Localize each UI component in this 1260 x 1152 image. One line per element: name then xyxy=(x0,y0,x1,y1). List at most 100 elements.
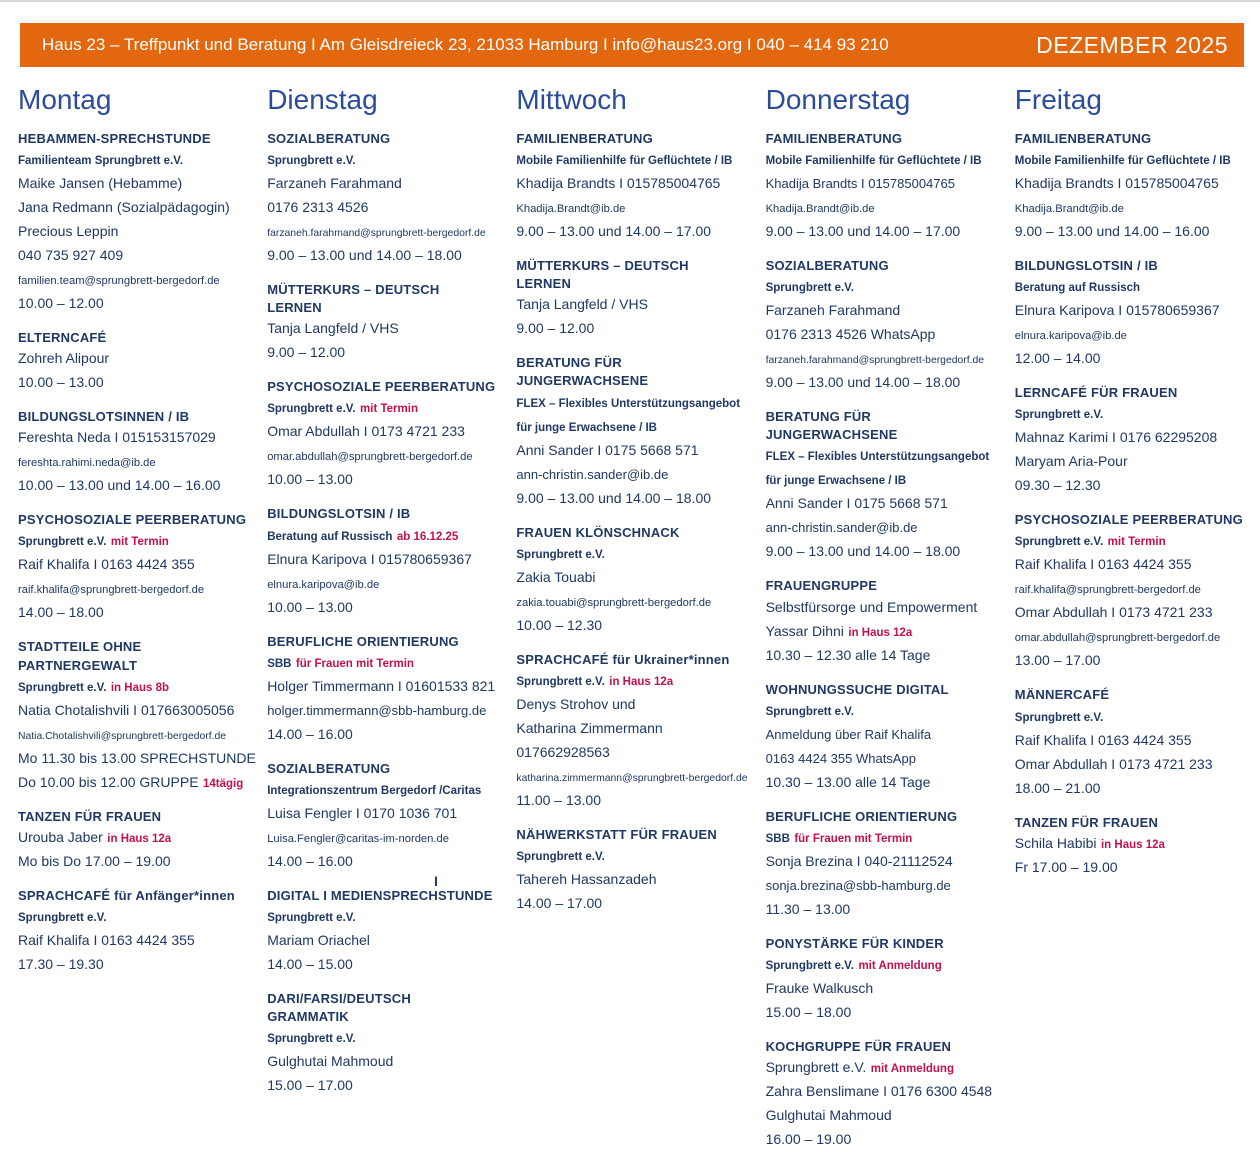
event-line: 10.30 – 12.30 alle 14 Tage xyxy=(766,644,995,668)
event-line: Maryam Aria-Pour xyxy=(1015,450,1244,474)
text-segment: fereshta.rahimi.neda@ib.de xyxy=(18,457,156,470)
event: SOZIALBERATUNG Sprungbrett e.V. Farzaneh F… xyxy=(766,257,995,395)
event-line: holger.timmermann@sbb-hamburg.de xyxy=(267,699,496,723)
event-line: Familienteam Sprungbrett e.V. xyxy=(18,148,247,172)
red-note-segment: in Haus 12a xyxy=(107,832,172,845)
event-line: Farzaneh Farahmand xyxy=(766,299,995,323)
event-line: 10.00 – 13.00 xyxy=(18,371,247,395)
text-segment: 9.00 – 13.00 und 14.00 – 17.00 xyxy=(765,222,961,239)
event: MÜTTERKURS – DEUTSCH LERNEN Tanja Langfel… xyxy=(267,281,496,365)
day-column-freitag: Freitag FAMILIENBERATUNG Mobile Familienhi… xyxy=(1015,73,1244,1152)
event-line: Mo bis Do 17.00 – 19.00 xyxy=(18,850,247,874)
text-segment: Sprungbrett e.V. xyxy=(765,1059,867,1076)
red-note-segment: mit Termin xyxy=(110,536,169,549)
event-line: Sonja Brezina I 040-21112524 xyxy=(766,850,995,874)
day-column-montag: Montag HEBAMMEN-SPRECHSTUNDE Familienteam … xyxy=(18,73,256,1152)
event-title: SOZIALBERATUNG xyxy=(267,130,391,146)
text-segment: Farzaneh Farahmand xyxy=(267,174,402,191)
event-line: Sprungbrett e.V. xyxy=(18,905,247,929)
event-title: WOHNUNGSSUCHE DIGITAL xyxy=(765,681,949,697)
text-segment: Fereshta Neda I 015153157029 xyxy=(18,429,216,446)
text-segment: 040 735 927 409 xyxy=(18,246,124,263)
event-line: sonja.brezina@sbb-hamburg.de xyxy=(766,874,995,898)
event: BILDUNGSLOTSIN / IB Beratung auf Russisch… xyxy=(1015,257,1244,371)
event: NÄHWERKSTATT FÜR FRAUEN Sprungbrett e.V. T… xyxy=(516,826,745,916)
red-note-segment: mit Anmeldung xyxy=(870,1063,954,1076)
event-line: 13.00 – 17.00 xyxy=(1015,649,1244,673)
text-segment: katharina.zimmermann@sprungbrett-bergedo… xyxy=(516,772,748,784)
event-line: Gulghutai Mahmoud xyxy=(766,1104,995,1128)
event: TANZEN FÜR FRAUEN Urouba Jaber in Haus 12… xyxy=(18,808,247,874)
event: DARI/FARSI/DEUTSCH GRAMMATIK Sprungbrett … xyxy=(267,990,496,1098)
text-segment: Mariam Oriachel xyxy=(267,932,370,949)
event-title: HEBAMMEN-SPRECHSTUNDE xyxy=(18,130,211,146)
text-segment: Katharina Zimmermann xyxy=(516,719,663,736)
event-line: omar.abdullah@sprungbrett-bergedorf.de xyxy=(1015,625,1244,649)
event-line: Elnura Karipova I 015780659367 xyxy=(267,548,496,572)
text-segment: Anni Sander I 0175 5668 571 xyxy=(516,441,699,458)
text-segment: Khadija Brandts I 015785004765 xyxy=(516,174,721,191)
event-line: Sprungbrett e.V. mit Anmeldung xyxy=(766,953,995,977)
event: FAMILIENBERATUNG Mobile Familienhilfe für… xyxy=(766,130,995,244)
text-segment: Selbstfürsorge und Empowerment xyxy=(765,598,978,615)
event-line: farzaneh.farahmand@sprungbrett-bergedorf… xyxy=(766,347,995,371)
stray-text: I xyxy=(434,873,438,889)
text-segment: ann-christin.sander@ib.de xyxy=(765,520,918,536)
text-segment: Denys Strohov und xyxy=(516,695,636,712)
event-title: PSYCHOSOZIALE PEERBERATUNG xyxy=(267,379,496,395)
event-line: Sprungbrett e.V. xyxy=(1015,402,1244,426)
event-line: 15.00 – 17.00 xyxy=(267,1074,496,1098)
text-segment: Gulghutai Mahmoud xyxy=(765,1107,892,1124)
text-segment: Urouba Jaber xyxy=(18,828,103,845)
event-line: Farzaneh Farahmand xyxy=(267,172,496,196)
event-title: FAMILIENBERATUNG xyxy=(765,130,903,146)
text-segment: 9.00 – 12.00 xyxy=(516,320,595,337)
text-segment: familien.team@sprungbrett-bergedorf.de xyxy=(18,274,220,287)
event-line: ann-christin.sander@ib.de xyxy=(766,516,995,540)
text-segment: 12.00 – 14.00 xyxy=(1014,349,1101,366)
event: FRAUEN KLÖNSCHNACK Sprungbrett e.V. Zakia … xyxy=(516,524,745,638)
event-title: BILDUNGSLOTSIN / IB xyxy=(1014,257,1158,273)
event: PSYCHOSOZIALE PEERBERATUNG Sprungbrett e.… xyxy=(18,511,247,625)
event-line: FLEX – Flexibles Unterstützungsangebot f… xyxy=(516,391,745,439)
text-segment: 0176 2313 4526 WhatsApp xyxy=(765,325,936,342)
text-segment: 14.00 – 15.00 xyxy=(267,956,353,973)
day-column-mittwoch: Mittwoch FAMILIENBERATUNG Mobile Familienh… xyxy=(516,73,748,1152)
event-line: 14.00 – 16.00 xyxy=(267,850,496,874)
event-line: 0176 2313 4526 xyxy=(267,196,496,220)
text-segment: raif.khalifa@sprungbrett-bergedorf.de xyxy=(18,584,205,597)
text-segment: Sprungbrett e.V. xyxy=(267,1033,356,1046)
event-line: Frauke Walkusch xyxy=(766,977,995,1001)
text-segment: Schila Habibi xyxy=(1014,834,1097,851)
text-segment: Maike Jansen (Hebamme) xyxy=(18,174,183,191)
text-segment: Anni Sander I 0175 5668 571 xyxy=(765,495,948,512)
event-title: BILDUNGSLOTSIN / IB xyxy=(267,506,411,522)
text-segment: Maryam Aria-Pour xyxy=(1014,453,1128,470)
event: DIGITAL I MEDIENSPRECHSTUNDE Sprungbrett … xyxy=(267,887,496,977)
text-segment: Gulghutai Mahmoud xyxy=(267,1053,394,1070)
text-segment: Mobile Familienhilfe für Geflüchtete / I… xyxy=(1014,154,1231,167)
event-line: Denys Strohov und xyxy=(516,693,745,717)
text-segment: Khadija.Brandt@ib.de xyxy=(1014,202,1124,215)
event-line: Anni Sander I 0175 5668 571 xyxy=(516,439,745,463)
red-note-segment: mit Anmeldung xyxy=(858,960,942,973)
day-heading: Montag xyxy=(18,84,112,115)
event-line: fereshta.rahimi.neda@ib.de xyxy=(18,450,247,474)
text-segment: Mahnaz Karimi I 0176 62295208 xyxy=(1014,429,1218,446)
text-segment: 9.00 – 13.00 und 14.00 – 18.00 xyxy=(516,489,712,506)
event-line: 16.00 – 19.00 xyxy=(766,1128,995,1152)
text-segment: 09.30 – 12.30 xyxy=(1014,477,1101,494)
text-segment: 9.00 – 13.00 und 14.00 – 16.00 xyxy=(1014,222,1210,239)
text-segment: Sprungbrett e.V. xyxy=(267,403,356,416)
red-note-segment: mit Termin xyxy=(1107,536,1166,549)
text-segment: 9.00 – 13.00 und 14.00 – 18.00 xyxy=(765,373,961,390)
event-line: Khadija Brandts I 015785004765 xyxy=(516,172,745,196)
event-line: Beratung auf Russisch ab 16.12.25 xyxy=(267,524,496,548)
text-segment: Khadija Brandts I 015785004765 xyxy=(1014,174,1219,191)
event: BERUFLICHE ORIENTIERUNG SBB für Frauen mi… xyxy=(267,633,496,747)
text-segment: Zohreh Alipour xyxy=(18,349,110,366)
text-segment: Sprungbrett e.V. xyxy=(267,154,356,167)
event-line: Luisa.Fengler@caritas-im-norden.de xyxy=(267,826,496,850)
text-segment: Sprungbrett e.V. xyxy=(765,960,854,973)
event-line: 09.30 – 12.30 xyxy=(1015,474,1244,498)
